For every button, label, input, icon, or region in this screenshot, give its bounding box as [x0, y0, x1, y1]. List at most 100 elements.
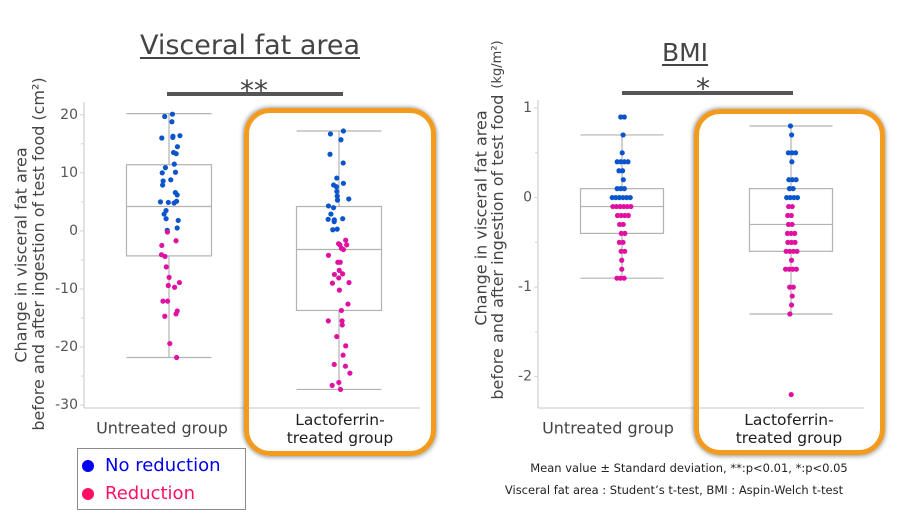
data-point-no-reduction: [619, 150, 625, 156]
data-point-no-reduction: [325, 203, 332, 209]
data-point-no-reduction: [785, 150, 791, 156]
data-point-no-reduction: [786, 186, 793, 192]
data-point-no-reduction: [174, 225, 180, 231]
y-axis-label-line1: Change in visceral fat area: [12, 147, 31, 362]
data-point-no-reduction: [162, 113, 168, 120]
data-point-reduction: [613, 203, 620, 210]
data-point-reduction: [788, 239, 795, 245]
data-point-no-reduction: [789, 132, 795, 138]
data-point-no-reduction: [174, 144, 181, 150]
data-point-no-reduction: [790, 186, 796, 192]
chart-marks: 20 10 0 -10 -20 -30: [55, 92, 420, 413]
data-point-reduction: [618, 212, 624, 219]
data-point-no-reduction: [169, 119, 175, 125]
data-point-no-reduction: [618, 186, 624, 192]
chart-visceral-fat-area: Change in visceral fat area before and a…: [12, 74, 420, 447]
y-tick-label: -20: [55, 339, 78, 355]
data-point-no-reduction: [327, 131, 334, 137]
legend-label: Reduction: [105, 483, 195, 504]
data-point-no-reduction: [333, 184, 340, 190]
y-axis-unit: (cm²): [29, 77, 48, 120]
data-point-reduction: [345, 301, 351, 307]
data-point-reduction: [622, 248, 628, 254]
data-point-reduction: [620, 221, 626, 228]
data-point-no-reduction: [791, 194, 797, 201]
data-point-reduction: [783, 248, 789, 254]
data-point-reduction: [788, 391, 794, 398]
data-point-reduction: [621, 203, 627, 210]
y-tick-label: -2: [518, 369, 532, 385]
data-point-reduction: [785, 221, 792, 228]
y-axis-label-line1: Change in visceral fat area: [472, 110, 491, 325]
data-point-reduction: [339, 318, 345, 324]
data-point-reduction: [624, 203, 630, 210]
data-point-no-reduction: [334, 226, 340, 232]
data-point-reduction: [787, 311, 793, 317]
data-point-no-reduction: [159, 182, 166, 188]
data-point-no-reduction: [177, 133, 183, 139]
category-label-untreated: Untreated group: [542, 419, 674, 438]
data-point-no-reduction: [330, 205, 337, 211]
chart-title-bmi: BMI: [661, 38, 709, 67]
data-point-reduction: [331, 361, 337, 368]
data-point-no-reduction: [160, 178, 166, 184]
data-point-reduction: [792, 230, 798, 237]
data-point-reduction: [163, 264, 169, 270]
data-point-reduction: [338, 307, 345, 314]
data-point-no-reduction: [174, 192, 180, 198]
data-point-reduction: [621, 275, 627, 281]
data-point-no-reduction: [621, 186, 627, 192]
data-point-reduction: [162, 313, 168, 319]
data-point-reduction: [329, 382, 335, 388]
data-point-no-reduction: [168, 177, 174, 183]
data-point-reduction: [165, 282, 171, 289]
data-point-no-reduction: [159, 170, 165, 176]
data-point-reduction: [329, 280, 336, 286]
category-label-lactoferrin-line2: treated group: [287, 429, 394, 447]
data-point-reduction: [792, 239, 798, 245]
data-point-no-reduction: [787, 194, 793, 201]
data-point-no-reduction: [787, 123, 794, 129]
data-point-reduction: [790, 284, 796, 290]
data-point-reduction: [619, 257, 625, 263]
data-point-reduction: [789, 221, 795, 228]
data-point-reduction: [347, 370, 353, 376]
data-point-reduction: [610, 203, 616, 210]
y-axis-label-line2: before and after ingestion of test food (…: [29, 77, 48, 430]
data-point-no-reduction: [613, 194, 619, 201]
data-point-no-reduction: [331, 219, 337, 225]
data-point-reduction: [787, 284, 793, 290]
legend: No reduction Reduction: [77, 448, 246, 510]
data-point-reduction: [620, 239, 626, 245]
data-point-reduction: [617, 275, 624, 281]
data-point-no-reduction: [620, 132, 626, 138]
category-label-lactoferrin-line2: treated group: [736, 429, 843, 447]
legend-dot-icon: [82, 460, 94, 472]
data-point-no-reduction: [621, 159, 627, 165]
data-point-reduction: [336, 267, 342, 273]
data-point-no-reduction: [334, 193, 340, 199]
y-tick-label: -30: [55, 397, 78, 413]
data-point-reduction: [176, 279, 183, 286]
data-point-reduction: [622, 230, 628, 237]
data-point-reduction: [171, 284, 178, 290]
data-point-no-reduction: [328, 211, 334, 217]
data-point-no-reduction: [171, 200, 177, 206]
data-point-reduction: [614, 275, 620, 281]
data-point-reduction: [339, 322, 345, 328]
y-tick-label: -1: [518, 279, 532, 295]
box-iqr: [295, 205, 383, 312]
data-point-reduction: [788, 257, 795, 263]
data-point-reduction: [789, 293, 795, 299]
data-point-no-reduction: [325, 216, 331, 222]
box-iqr: [125, 164, 213, 257]
y-axis-label-line2: before and after ingestion of test food (…: [488, 40, 507, 399]
data-point-no-reduction: [789, 177, 796, 183]
data-point-reduction: [617, 203, 623, 210]
data-point-reduction: [336, 379, 342, 386]
y-tick-label: 0: [69, 223, 78, 239]
y-tick-label: 1: [523, 100, 532, 116]
data-point-no-reduction: [340, 160, 346, 166]
legend-item-no-reduction: No reduction: [82, 454, 221, 478]
data-point-no-reduction: [618, 114, 624, 120]
